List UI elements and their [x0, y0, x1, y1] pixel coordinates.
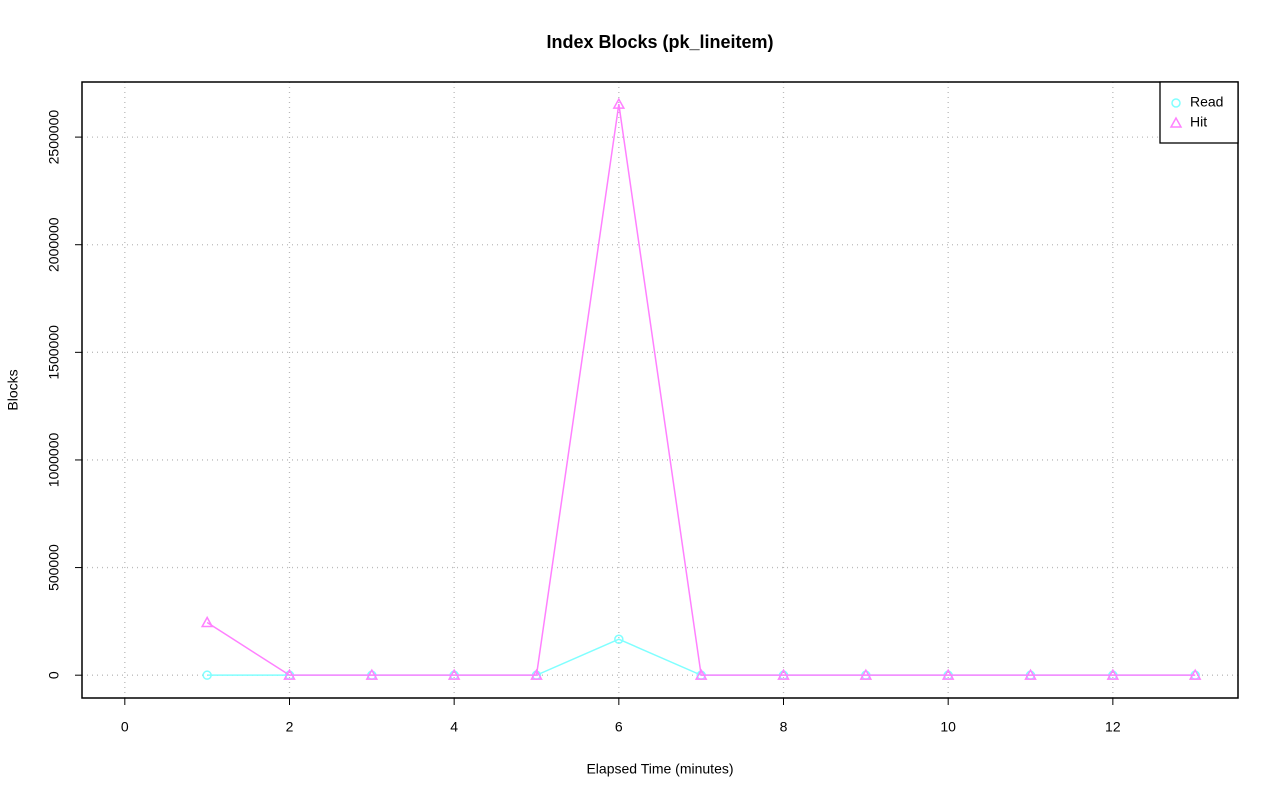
legend-box — [1159, 81, 1239, 144]
marker — [612, 97, 626, 109]
legend-marker — [1171, 98, 1181, 108]
marker — [859, 668, 873, 680]
plot-frame — [81, 81, 1239, 699]
x-tick-label: 6 — [615, 719, 623, 735]
x-tick-label: 8 — [780, 719, 788, 735]
marker — [530, 668, 543, 680]
marker — [200, 615, 214, 628]
marker — [365, 668, 379, 680]
y-tick-label: 2000000 — [46, 217, 62, 272]
marker — [1106, 668, 1120, 680]
x-tick-label: 0 — [121, 719, 129, 735]
y-tick-label: 1000000 — [46, 432, 62, 487]
marker — [614, 634, 624, 644]
marker — [283, 668, 296, 680]
y-tick-label: 500000 — [46, 544, 62, 591]
legend-label: Hit — [1190, 114, 1207, 130]
marker — [777, 668, 790, 680]
x-tick-label: 4 — [450, 719, 458, 735]
marker — [694, 668, 708, 680]
x-axis-label: Elapsed Time (minutes) — [586, 761, 733, 777]
marker — [941, 668, 955, 680]
y-tick-label: 0 — [46, 671, 62, 679]
y-axis-label: Blocks — [5, 369, 21, 410]
y-tick-label: 2500000 — [46, 110, 62, 165]
marker — [202, 670, 212, 680]
marker — [447, 668, 461, 680]
chart-title: Index Blocks (pk_lineitem) — [546, 32, 773, 52]
x-tick-label: 12 — [1105, 719, 1121, 735]
x-tick-label: 2 — [286, 719, 294, 735]
y-tick-label: 1500000 — [46, 325, 62, 380]
x-tick-label: 10 — [940, 719, 956, 735]
marker — [1188, 668, 1202, 680]
legend-label: Read — [1190, 94, 1223, 110]
marker — [1024, 668, 1037, 680]
legend-marker — [1169, 116, 1183, 128]
series-line — [206, 104, 1196, 676]
